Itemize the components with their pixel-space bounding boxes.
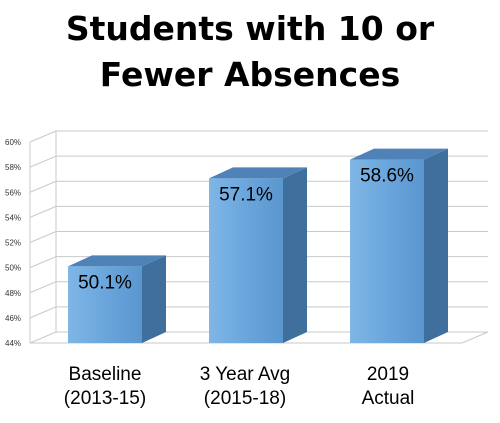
y-tick-label: 50% [5, 264, 21, 273]
category-label-line: Baseline [68, 364, 142, 385]
y-tick-label: 60% [5, 138, 21, 147]
y-tick-label: 52% [5, 239, 21, 248]
bar-front [350, 159, 424, 343]
chart-title-line-2: Fewer Absences [99, 55, 401, 94]
gridlines [29, 130, 489, 344]
y-tick-label: 44% [5, 339, 21, 348]
data-label: 57.1% [219, 184, 273, 205]
y-tick-label: 46% [5, 314, 21, 323]
floor-edge [461, 331, 489, 344]
category-label-baseline: Baseline (2013-15) [40, 363, 170, 411]
bar [209, 167, 307, 343]
y-axis-ticks: 44% 46% 48% 50% 52% 54% 56% 58% 60% [5, 138, 21, 348]
y-tick-label: 54% [5, 213, 21, 222]
gridline [29, 130, 488, 143]
data-label: 58.6% [360, 166, 414, 187]
data-labels: 50.1% 57.1% 58.6% [78, 166, 414, 294]
bar-top [350, 148, 448, 160]
category-label-line: Actual [361, 388, 415, 409]
category-label-line: 3 Year Avg [199, 364, 291, 385]
chart-title: Students with 10 or Fewer Absences [0, 6, 500, 98]
category-label-3-year-avg: 3 Year Avg (2015-18) [180, 363, 310, 411]
y-tick-label: 58% [5, 163, 21, 172]
y-tick-label: 56% [5, 188, 21, 197]
bar-side [142, 255, 166, 343]
bar-front [209, 178, 283, 343]
bar-front [68, 266, 142, 343]
data-label: 50.1% [78, 272, 132, 293]
category-label-line: (2015-18) [203, 388, 287, 409]
y-tick-label: 48% [5, 289, 21, 298]
bar-side [424, 148, 448, 343]
bar [68, 255, 166, 343]
bar-top [209, 167, 307, 179]
category-label-line: 2019 [366, 364, 410, 385]
bar-side [283, 167, 307, 343]
bars [68, 148, 448, 343]
bar-top [68, 255, 166, 267]
category-label-line: (2013-15) [63, 388, 147, 409]
category-label-2019-actual: 2019 Actual [323, 363, 453, 411]
bar [350, 148, 448, 343]
chart-title-line-1: Students with 10 or [65, 9, 435, 48]
